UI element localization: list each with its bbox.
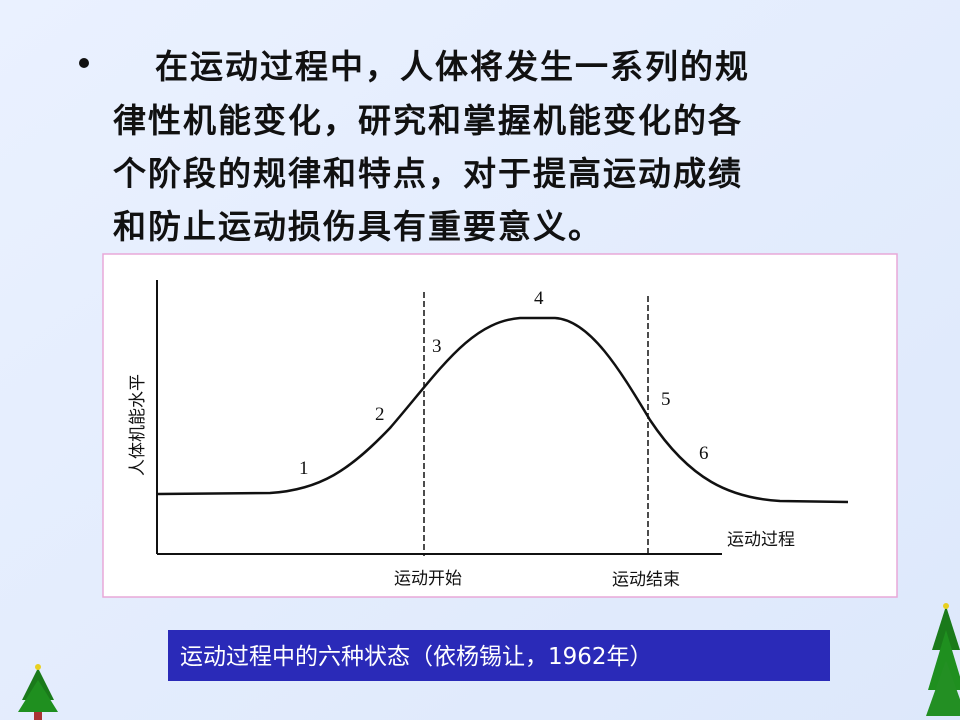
end-label: 运动结束 xyxy=(612,570,680,590)
figure: 人体机能水平 运动过程 运动开始 运动结束 1 2 3 4 5 6 xyxy=(102,253,898,598)
bullet-dot xyxy=(79,58,89,68)
figure-frame xyxy=(102,253,898,598)
y-axis-label: 人体机能水平 xyxy=(128,374,148,476)
bullet-line: 律性机能变化，研究和掌握机能变化的各 xyxy=(113,101,743,140)
function-curve xyxy=(157,316,849,504)
start-label: 运动开始 xyxy=(394,569,462,589)
caption: 运动过程中的六种状态（依杨锡让，1962年） xyxy=(180,644,653,670)
stage-label: 4 xyxy=(534,288,544,309)
stage-label: 1 xyxy=(299,458,309,479)
tree-right xyxy=(926,603,960,716)
x-axis-label: 运动过程 xyxy=(727,530,795,550)
stage-label: 2 xyxy=(375,404,385,425)
tree-left xyxy=(18,664,58,720)
bullet-line: 在运动过程中，人体将发生一系列的规 xyxy=(155,47,750,86)
stage-label: 3 xyxy=(432,336,442,357)
stage-label: 6 xyxy=(699,443,709,464)
caption-box xyxy=(168,630,830,681)
bullet-line: 和防止运动损伤具有重要意义。 xyxy=(113,207,603,246)
stage-label: 5 xyxy=(661,389,671,410)
bullet-line: 个阶段的规律和特点，对于提高运动成绩 xyxy=(113,154,743,193)
